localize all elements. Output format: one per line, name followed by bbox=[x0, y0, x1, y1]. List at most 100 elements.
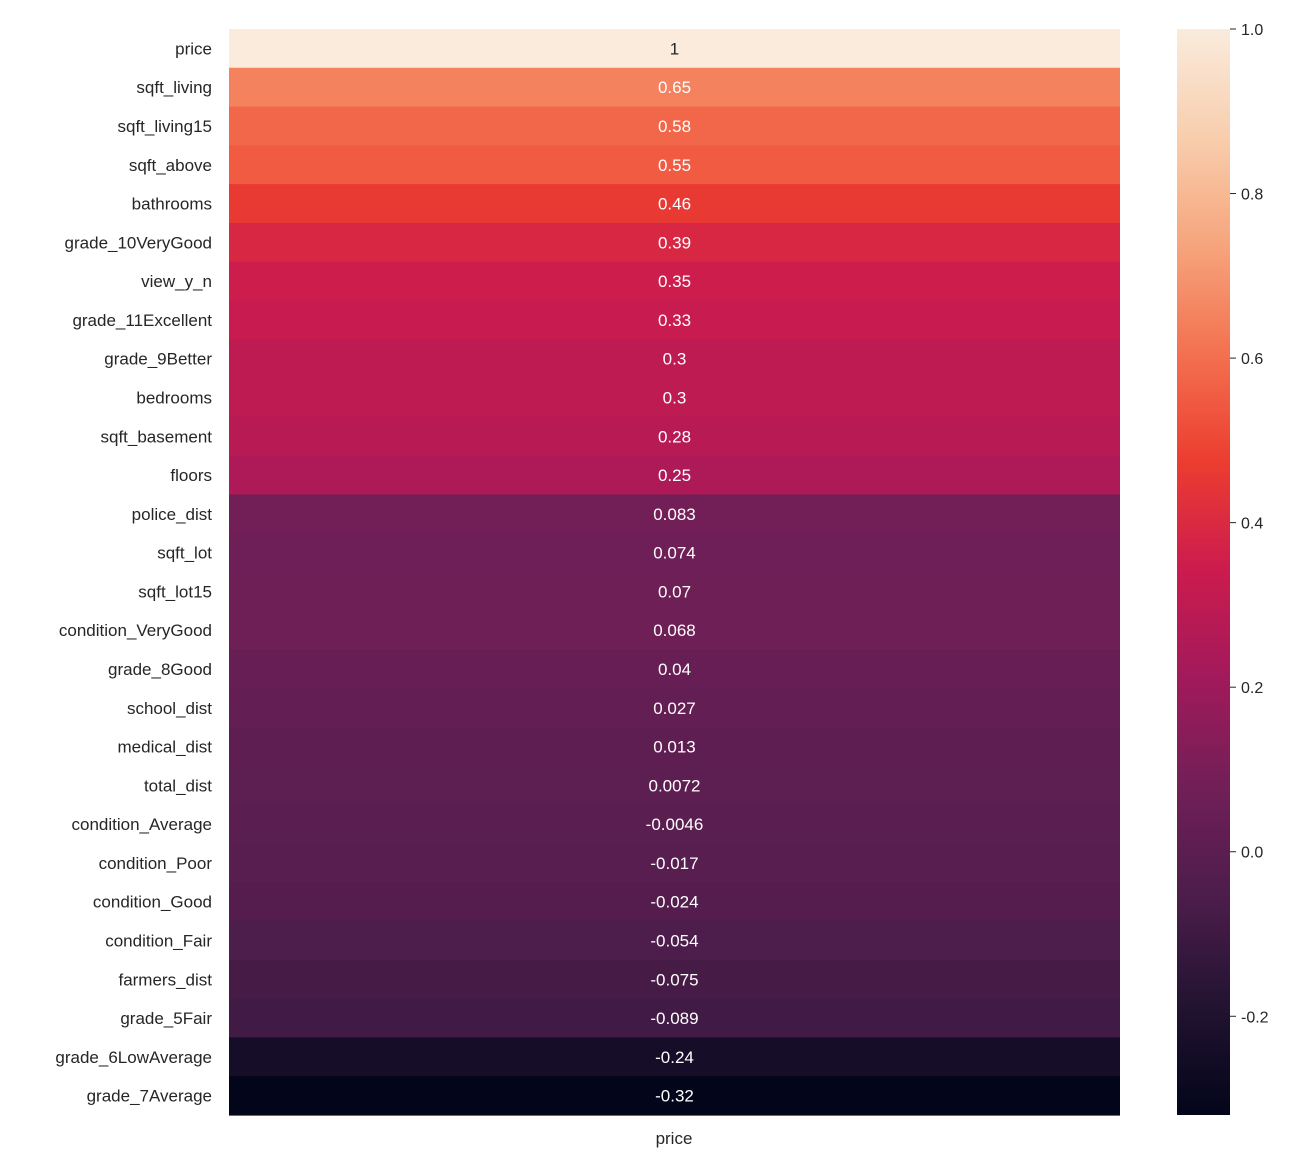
colorbar-tick-label: -0.2 bbox=[1241, 1009, 1269, 1026]
row-label: grade_10VeryGood bbox=[65, 233, 212, 252]
cell-annotation: 0.0072 bbox=[649, 776, 701, 795]
row-label: grade_7Average bbox=[87, 1087, 212, 1106]
cell-annotation: -0.24 bbox=[655, 1048, 694, 1067]
cell-annotation: 0.083 bbox=[653, 505, 696, 524]
colorbar: -0.2 0.0 0.2 0.4 0.6 0.8 1.0 bbox=[1177, 22, 1269, 1115]
heatmap-cell bbox=[229, 106, 1120, 146]
cell-annotation: 0.027 bbox=[653, 699, 696, 718]
cell-annotation: 0.35 bbox=[658, 272, 691, 291]
row-label: condition_Poor bbox=[99, 854, 213, 873]
heatmap-cell bbox=[229, 727, 1120, 767]
row-label: grade_6LowAverage bbox=[55, 1048, 212, 1067]
heatmap-cell bbox=[229, 300, 1120, 340]
row-label: farmers_dist bbox=[118, 970, 212, 989]
row-label: condition_VeryGood bbox=[59, 621, 212, 640]
cell-annotation: -0.0046 bbox=[646, 815, 704, 834]
row-label: school_dist bbox=[127, 699, 212, 718]
cell-annotation: 0.55 bbox=[658, 156, 691, 175]
colorbar-tick-label: 0.4 bbox=[1241, 516, 1263, 533]
heatmap-cell bbox=[229, 998, 1120, 1039]
cell-annotations: 1 0.65 0.58 0.55 0.46 0.39 0.35 0.33 0.3 0.3 0.28 0… bbox=[646, 39, 704, 1105]
row-label: bedrooms bbox=[136, 388, 212, 407]
row-label: sqft_above bbox=[129, 156, 212, 175]
row-label: condition_Good bbox=[93, 893, 212, 912]
heatmap-cell bbox=[229, 572, 1120, 612]
row-label: sqft_living bbox=[136, 78, 212, 97]
heatmap-cell bbox=[229, 765, 1120, 806]
row-label: grade_5Fair bbox=[120, 1009, 212, 1028]
row-label: grade_8Good bbox=[108, 660, 212, 679]
heatmap-cell bbox=[229, 1076, 1120, 1116]
heatmap-cell bbox=[229, 184, 1120, 224]
heatmap-cells bbox=[229, 29, 1120, 1116]
row-label: price bbox=[175, 39, 212, 58]
heatmap-cell bbox=[229, 804, 1120, 845]
cell-annotation: -0.054 bbox=[650, 931, 698, 950]
heatmap-cell bbox=[229, 416, 1120, 457]
row-label: medical_dist bbox=[118, 738, 213, 757]
heatmap-cell bbox=[229, 688, 1120, 728]
heatmap-cell bbox=[229, 67, 1120, 108]
cell-annotation: 0.65 bbox=[658, 78, 691, 97]
cell-annotation: -0.089 bbox=[650, 1009, 698, 1028]
cell-annotation: -0.075 bbox=[650, 970, 698, 989]
row-label: condition_Average bbox=[71, 815, 212, 834]
row-label: sqft_lot bbox=[157, 544, 212, 563]
heatmap-cell bbox=[229, 610, 1120, 651]
heatmap-cell bbox=[229, 455, 1120, 496]
row-label: condition_Fair bbox=[105, 931, 212, 950]
heatmap-cell bbox=[229, 921, 1120, 961]
heatmap-cell bbox=[229, 145, 1120, 185]
heatmap-cell bbox=[229, 882, 1120, 922]
row-label: sqft_living15 bbox=[117, 117, 212, 136]
cell-annotation: 0.013 bbox=[653, 738, 696, 757]
x-tick-label: price bbox=[656, 1129, 693, 1148]
heatmap-cell bbox=[229, 339, 1120, 379]
heatmap-cell bbox=[229, 1037, 1120, 1077]
cell-annotation: 0.068 bbox=[653, 621, 696, 640]
colorbar-tick-label: 0.6 bbox=[1241, 351, 1263, 368]
colorbar-gradient bbox=[1177, 29, 1230, 1115]
row-label: grade_11Excellent bbox=[72, 311, 212, 330]
cell-annotation: -0.32 bbox=[655, 1087, 694, 1106]
row-label: police_dist bbox=[132, 505, 213, 524]
cell-annotation: 0.58 bbox=[658, 117, 691, 136]
colorbar-tick-label: 0.8 bbox=[1241, 187, 1263, 204]
heatmap-cell bbox=[229, 494, 1120, 534]
cell-annotation: 0.3 bbox=[663, 350, 687, 369]
heatmap-cell bbox=[229, 649, 1120, 689]
colorbar-ticks: -0.2 0.0 0.2 0.4 0.6 0.8 1.0 bbox=[1230, 22, 1269, 1026]
heatmap-cell bbox=[229, 959, 1120, 1000]
cell-annotation: 1 bbox=[670, 39, 679, 58]
row-label: grade_9Better bbox=[104, 350, 212, 369]
row-label: sqft_basement bbox=[100, 427, 212, 446]
cell-annotation: 0.33 bbox=[658, 311, 691, 330]
row-label: bathrooms bbox=[132, 195, 212, 214]
heatmap-cell bbox=[229, 29, 1120, 69]
row-label: total_dist bbox=[144, 776, 212, 795]
cell-annotation: 0.04 bbox=[658, 660, 691, 679]
heatmap-cell bbox=[229, 378, 1120, 418]
cell-annotation: 0.25 bbox=[658, 466, 691, 485]
row-label: sqft_lot15 bbox=[138, 582, 212, 601]
heatmap-cell bbox=[229, 533, 1120, 573]
cell-annotation: -0.024 bbox=[650, 893, 698, 912]
cell-annotation: -0.017 bbox=[650, 854, 698, 873]
cell-annotation: 0.39 bbox=[658, 233, 691, 252]
cell-annotation: 0.46 bbox=[658, 195, 691, 214]
heatmap-cell bbox=[229, 261, 1120, 302]
cell-annotation: 0.07 bbox=[658, 582, 691, 601]
heatmap-cell bbox=[229, 843, 1120, 883]
x-axis: price bbox=[656, 1129, 693, 1148]
heatmap-cell bbox=[229, 222, 1120, 263]
row-label: view_y_n bbox=[141, 272, 212, 291]
colorbar-tick-label: 1.0 bbox=[1241, 22, 1263, 39]
cell-annotation: 0.074 bbox=[653, 544, 696, 563]
cell-annotation: 0.28 bbox=[658, 427, 691, 446]
row-labels: price sqft_living sqft_living15 sqft_aboveb… bbox=[55, 39, 212, 1105]
row-label: floors bbox=[170, 466, 212, 485]
colorbar-tick-label: 0.2 bbox=[1241, 680, 1263, 697]
cell-annotation: 0.3 bbox=[663, 388, 687, 407]
colorbar-tick-label: 0.0 bbox=[1241, 845, 1263, 862]
